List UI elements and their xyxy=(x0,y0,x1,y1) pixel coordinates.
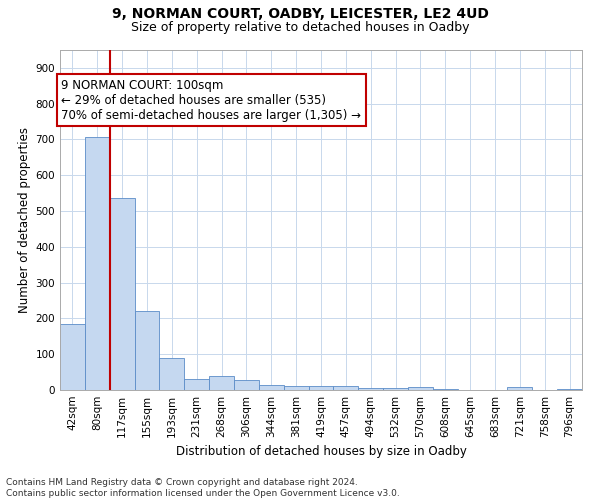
Bar xyxy=(358,388,383,390)
Bar xyxy=(508,387,532,390)
Text: Size of property relative to detached houses in Oadby: Size of property relative to detached ho… xyxy=(131,21,469,34)
Bar xyxy=(383,388,408,390)
Bar xyxy=(160,358,184,390)
Bar xyxy=(184,380,209,390)
Bar xyxy=(259,384,284,390)
Text: 9, NORMAN COURT, OADBY, LEICESTER, LE2 4UD: 9, NORMAN COURT, OADBY, LEICESTER, LE2 4… xyxy=(112,8,488,22)
Bar xyxy=(134,312,160,390)
Y-axis label: Number of detached properties: Number of detached properties xyxy=(19,127,31,313)
Bar xyxy=(110,198,134,390)
Bar xyxy=(334,386,358,390)
Text: Contains HM Land Registry data © Crown copyright and database right 2024.
Contai: Contains HM Land Registry data © Crown c… xyxy=(6,478,400,498)
Bar xyxy=(408,387,433,390)
X-axis label: Distribution of detached houses by size in Oadby: Distribution of detached houses by size … xyxy=(176,446,466,458)
Bar xyxy=(234,380,259,390)
Text: 9 NORMAN COURT: 100sqm
← 29% of detached houses are smaller (535)
70% of semi-de: 9 NORMAN COURT: 100sqm ← 29% of detached… xyxy=(61,78,361,122)
Bar xyxy=(284,386,308,390)
Bar xyxy=(308,386,334,390)
Bar xyxy=(60,324,85,390)
Bar xyxy=(209,376,234,390)
Bar xyxy=(85,137,110,390)
